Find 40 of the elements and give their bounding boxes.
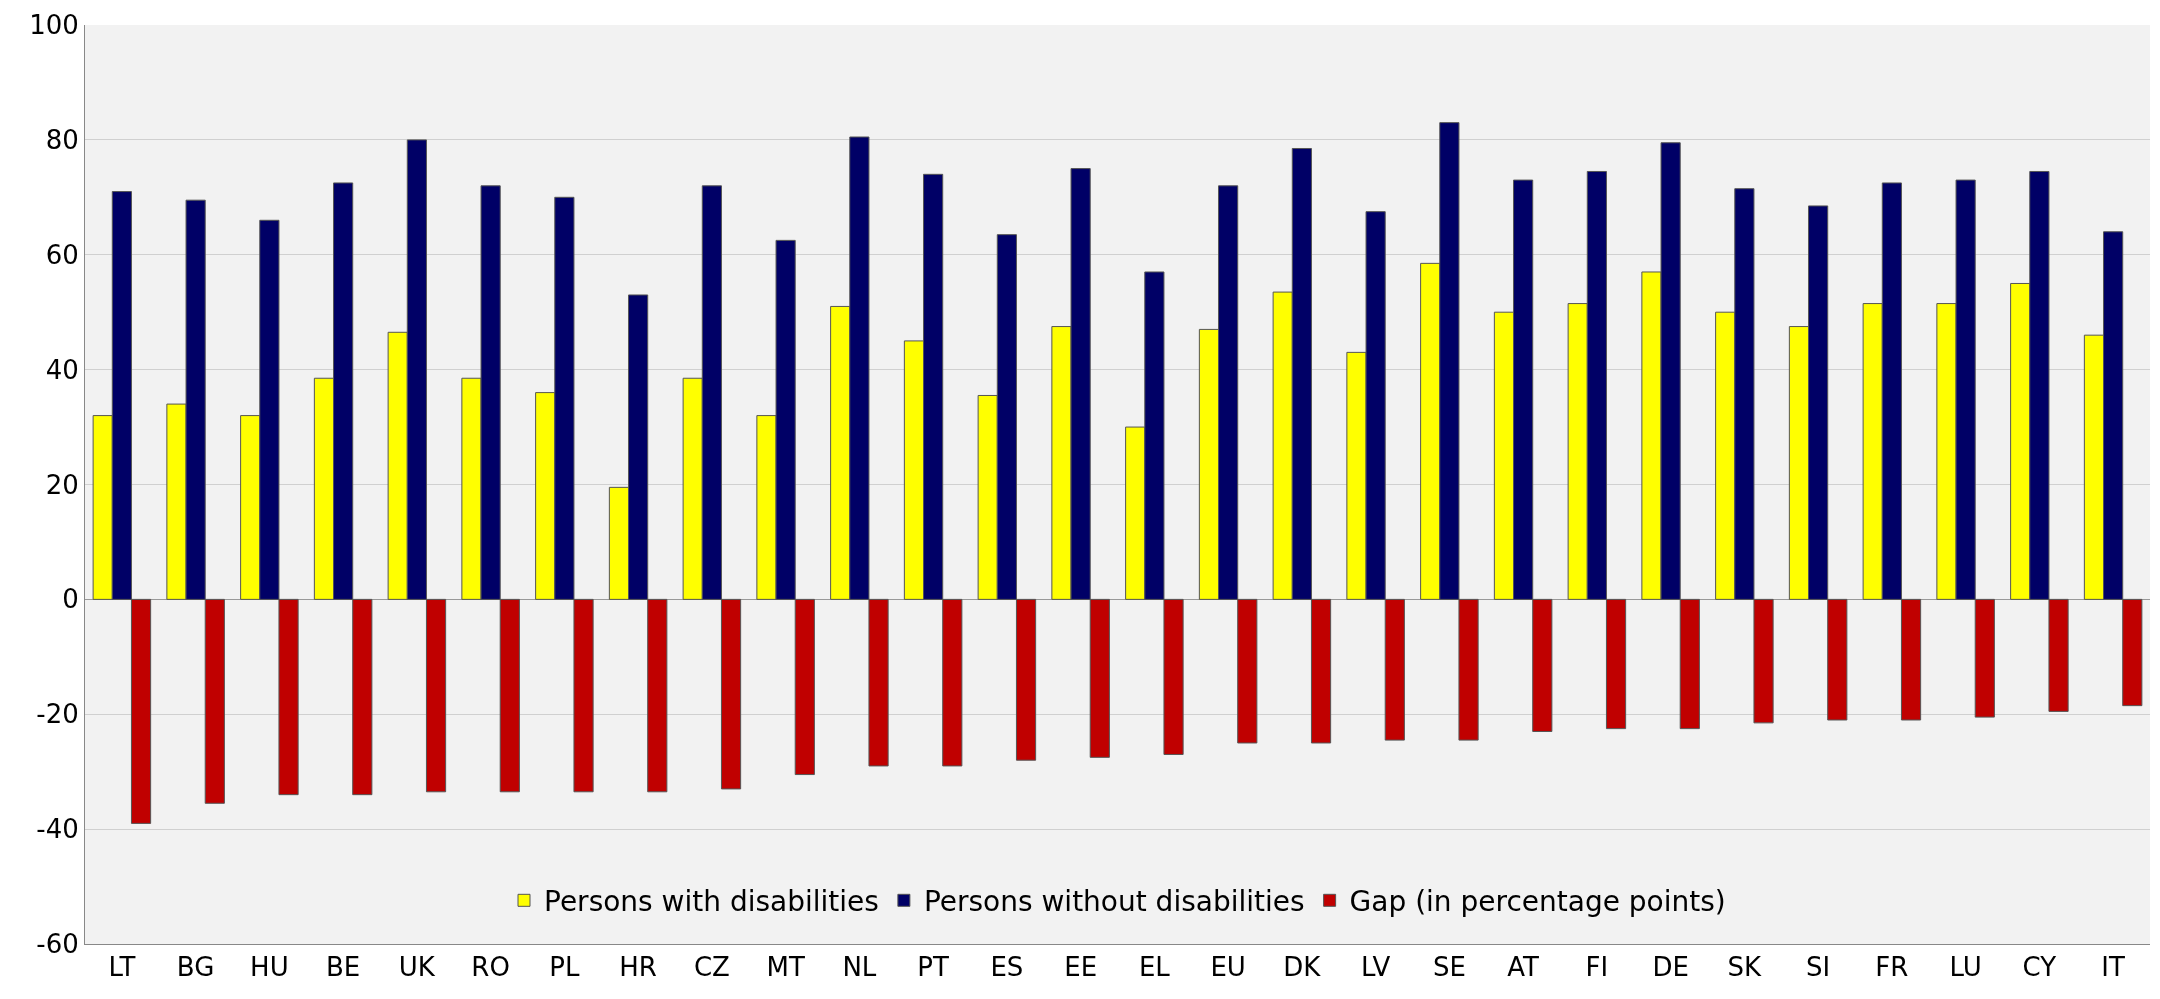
x-tick-label: EU [1210, 952, 1246, 983]
x-tick-label: FI [1585, 952, 1609, 983]
x-tick-label: MT [766, 952, 805, 983]
x-tick-label: SE [1432, 952, 1466, 983]
x-tick-label: HR [619, 952, 657, 983]
y-tick-label: -20 [36, 699, 79, 730]
y-tick-label: 100 [29, 10, 79, 41]
x-tick-label: PT [917, 952, 950, 983]
x-tick-label: LV [1360, 952, 1391, 983]
x-tick-label: DE [1652, 952, 1689, 983]
x-tick-label: FR [1875, 952, 1909, 983]
x-tick-label: CZ [693, 952, 730, 983]
y-tick-label: -40 [36, 814, 79, 845]
x-tick-label: LU [1949, 952, 1982, 983]
x-tick-label: UK [398, 952, 436, 983]
x-tick-label: NL [842, 952, 877, 983]
x-tick-label: PL [549, 952, 580, 983]
x-tick-label: SK [1727, 952, 1763, 983]
x-tick-label: CY [2022, 952, 2057, 983]
x-tick-label: EL [1138, 952, 1171, 983]
legend-label: Gap (in percentage points) [1349, 885, 1726, 919]
x-tick-label: HU [250, 952, 289, 983]
legend-label: Persons with disabilities [544, 885, 879, 919]
x-tick-label: ES [990, 952, 1024, 983]
x-tick-label: EE [1064, 952, 1098, 983]
x-tick-label: BE [326, 952, 361, 983]
y-tick-label: 80 [45, 124, 79, 155]
x-tick-label: BG [176, 952, 215, 983]
y-tick-label: -60 [36, 929, 79, 960]
x-tick-label: RO [471, 952, 510, 983]
y-tick-label: 60 [45, 239, 79, 270]
legend-label: Persons without disabilities [923, 885, 1305, 919]
y-tick-label: 0 [62, 584, 79, 615]
x-tick-label: SI [1806, 952, 1831, 983]
y-tick-label: 20 [45, 469, 79, 500]
x-tick-label: LT [108, 952, 136, 983]
x-tick-label: IT [2101, 952, 2126, 983]
x-tick-label: DK [1283, 952, 1322, 983]
x-tick-label: AT [1507, 952, 1540, 983]
y-tick-label: 40 [45, 354, 79, 385]
